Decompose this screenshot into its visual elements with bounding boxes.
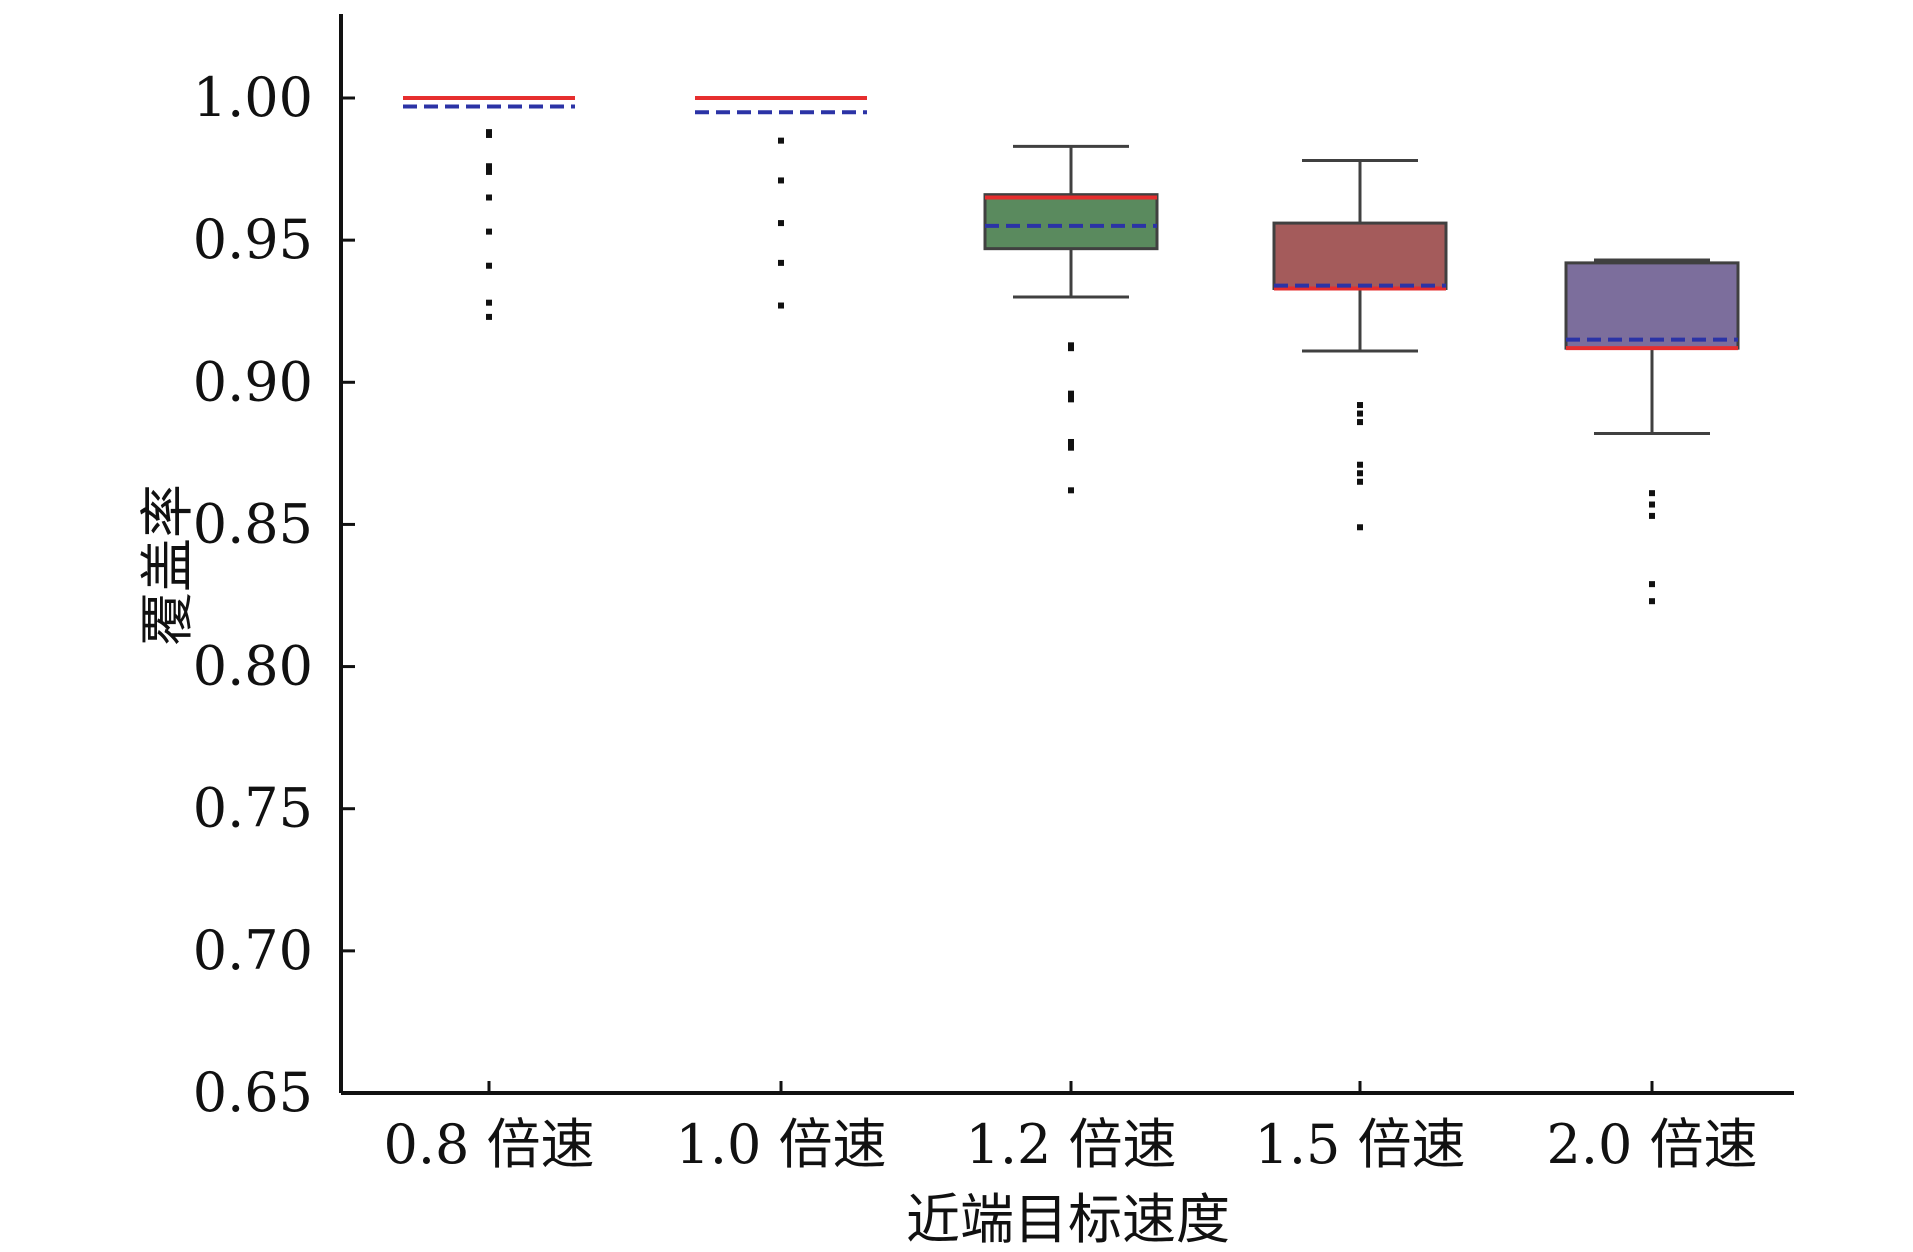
x-tick-label: 0.8 倍速 — [383, 1113, 594, 1176]
outlier-point — [778, 259, 784, 266]
outlier-point — [1357, 478, 1363, 485]
outlier-point — [1357, 470, 1363, 477]
outlier-point — [1068, 444, 1074, 451]
box-group — [1272, 159, 1448, 531]
box-group — [1564, 258, 1740, 605]
outlier-point — [1357, 524, 1363, 531]
outlier-point — [486, 313, 492, 320]
outlier-point — [778, 177, 784, 184]
axes — [339, 14, 1794, 1095]
outlier-point — [1068, 345, 1074, 352]
x-tick-label: 1.2 倍速 — [965, 1113, 1176, 1176]
box-body — [983, 193, 1159, 251]
outlier-point — [1068, 390, 1074, 397]
outlier-point — [486, 131, 492, 138]
y-tick-label: 0.70 — [193, 919, 313, 982]
outlier-point — [1068, 396, 1074, 403]
outlier-point — [1357, 410, 1363, 417]
outlier-point — [778, 302, 784, 309]
x-axis-title: 近端目标速度 — [906, 1188, 1230, 1251]
y-tick-label: 0.65 — [193, 1061, 313, 1124]
outlier-point — [1068, 438, 1074, 445]
outlier-point — [486, 194, 492, 201]
y-tick-label: 0.90 — [193, 350, 313, 413]
y-tick-label: 0.80 — [193, 635, 313, 698]
tick-labels: 0.65 0.70 0.75 0.80 0.85 0.90 0.95 1.00 0.8 倍速 1.… — [193, 66, 1758, 1176]
box-group — [983, 144, 1159, 494]
plot-area — [403, 96, 1740, 605]
y-tick-label: 1.00 — [193, 66, 313, 129]
box-group — [403, 96, 575, 320]
x-tick-label: 1.5 倍速 — [1254, 1113, 1465, 1176]
outlier-point — [1649, 598, 1655, 605]
outlier-point — [1649, 581, 1655, 588]
y-tick-label: 0.75 — [193, 777, 313, 840]
box-body — [1564, 261, 1740, 350]
outlier-point — [486, 262, 492, 269]
outlier-point — [486, 168, 492, 175]
outlier-point — [778, 220, 784, 227]
outlier-point — [1649, 512, 1655, 519]
outlier-point — [1649, 490, 1655, 497]
y-axis-title: 覆盖率 — [136, 484, 199, 646]
outlier-point — [1357, 402, 1363, 409]
x-tick-label: 1.0 倍速 — [675, 1113, 886, 1176]
outlier-point — [778, 137, 784, 144]
outlier-point — [1357, 419, 1363, 426]
outlier-point — [1357, 461, 1363, 468]
x-tick-label: 2.0 倍速 — [1546, 1113, 1757, 1176]
outlier-point — [1649, 501, 1655, 508]
outlier-point — [1068, 487, 1074, 494]
outlier-point — [486, 299, 492, 306]
box-group — [695, 96, 867, 309]
y-tick-label: 0.95 — [193, 208, 313, 271]
box-body — [1272, 221, 1448, 290]
y-tick-label: 0.85 — [193, 492, 313, 555]
outlier-point — [486, 228, 492, 235]
